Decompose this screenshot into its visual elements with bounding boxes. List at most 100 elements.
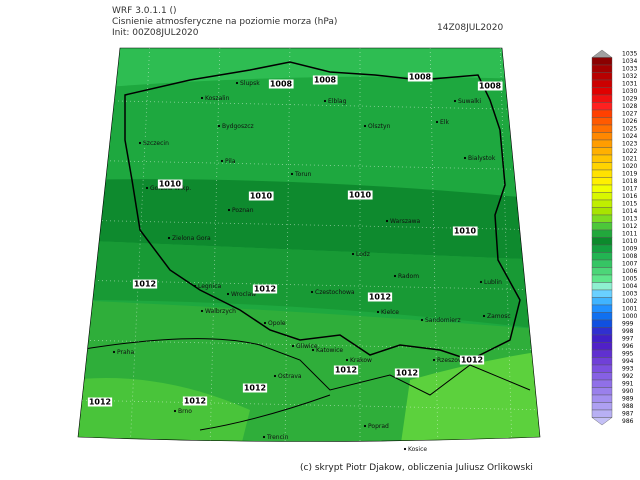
colorbar-label: 1004 — [622, 283, 637, 290]
colorbar-label: 1014 — [622, 208, 637, 215]
colorbar-cell — [591, 364, 613, 373]
colorbar-cell — [591, 57, 613, 66]
init: Init: 00Z08JUL2020 — [112, 28, 199, 38]
city-dot — [479, 280, 483, 284]
colorbar-cell — [591, 319, 613, 328]
city-dot — [482, 314, 486, 318]
isobar-label-bg — [132, 279, 158, 289]
colorbar-label: 1030 — [622, 88, 637, 95]
isobar-label: 1012 — [396, 369, 418, 378]
colorbar-cell — [591, 169, 613, 178]
city-dot — [420, 318, 424, 322]
colorbar-cell — [591, 207, 613, 216]
colorbar-cell — [591, 349, 613, 358]
colorbar-label: 1031 — [622, 80, 637, 87]
isobar-label: 1008 — [314, 76, 337, 85]
city: Praha — [117, 349, 134, 356]
city: Brno — [178, 408, 192, 415]
colorbar-cell — [591, 387, 613, 396]
colorbar-cell — [591, 132, 613, 141]
colorbar-label: 994 — [622, 358, 634, 365]
city-dot — [235, 81, 239, 85]
city-dot — [227, 208, 231, 212]
colorbar-label: 991 — [622, 380, 634, 387]
colorbar-label: 1019 — [622, 170, 637, 177]
city: Legnica — [198, 283, 222, 290]
colorbar-cell — [591, 79, 613, 88]
colorbar-label: 1007 — [622, 260, 637, 267]
city-dot — [310, 290, 314, 294]
valid-time: 14Z08JUL2020 — [437, 23, 504, 33]
isobar-label: 1008 — [270, 80, 293, 89]
isobar-label-bg — [182, 396, 208, 406]
colorbar-label: 1025 — [622, 125, 637, 132]
isobar-label: 1012 — [134, 280, 156, 289]
isobar-label: 1012 — [461, 356, 483, 365]
colorbar-label: 986 — [622, 418, 634, 425]
city-dot — [220, 159, 224, 163]
colorbar-cell — [591, 357, 613, 366]
colorbar-label: 1035 — [622, 50, 637, 57]
city: Sandomierz — [425, 317, 461, 324]
colorbar-label: 1010 — [622, 238, 637, 245]
colorbar-label: 1006 — [622, 268, 637, 275]
isobar-label: 1008 — [409, 73, 432, 82]
colorbar-label: 993 — [622, 365, 634, 372]
city: Rzeszow — [437, 357, 463, 364]
isobar-label-bg — [248, 191, 274, 201]
colorbar-label: 1020 — [622, 163, 637, 170]
city-dot — [351, 252, 355, 256]
city-dot — [217, 124, 221, 128]
colorbar-label: 1029 — [622, 95, 637, 102]
colorbar-label: 1002 — [622, 298, 637, 305]
colorbar-cell — [591, 192, 613, 201]
colorbar-cell — [591, 409, 613, 418]
city: Torun — [294, 171, 312, 178]
colorbar-cell — [591, 87, 613, 96]
city-dot — [167, 236, 171, 240]
isobar-label: 1008 — [479, 82, 502, 91]
city: Zielona Gora — [172, 235, 211, 242]
colorbar-label: 1023 — [622, 140, 637, 147]
colorbar-label: 1001 — [622, 305, 637, 312]
colorbar-label: 997 — [622, 335, 634, 342]
isobar-label: 1010 — [159, 180, 182, 189]
city-dot — [173, 409, 177, 413]
colorbar-cell — [591, 72, 613, 81]
colorbar-label: 999 — [622, 320, 634, 327]
colorbar-cell — [591, 184, 613, 193]
colorbar-cell — [591, 372, 613, 381]
city: Walbrzych — [205, 308, 236, 315]
model: WRF 3.0.1.1 () — [112, 6, 177, 16]
colorbar-label: 1027 — [622, 110, 637, 117]
city-dot — [193, 284, 197, 288]
colorbar-label: 1013 — [622, 215, 637, 222]
city: Szczecin — [143, 140, 169, 147]
colorbar-label: 996 — [622, 343, 634, 350]
colorbar-cell — [591, 162, 613, 171]
colorbar-label: 1017 — [622, 185, 637, 192]
colorbar-cell — [591, 139, 613, 148]
colorbar-label: 1016 — [622, 193, 637, 200]
colorbar-label: 1018 — [622, 178, 637, 185]
city-dot — [138, 141, 142, 145]
city: Trencin — [266, 434, 289, 441]
colorbar-cell — [591, 94, 613, 103]
isobar-label-bg — [242, 383, 268, 393]
isobar-label-bg — [347, 190, 373, 200]
city: Wroclaw — [231, 291, 256, 298]
isobar-label: 1010 — [349, 191, 372, 200]
city: Kielce — [381, 309, 399, 316]
colorbar-cell — [591, 342, 613, 351]
colorbar-label: 1008 — [622, 253, 637, 260]
colorbar-cell — [591, 214, 613, 223]
colorbar-cell — [591, 289, 613, 298]
isobar-labels: 1008 1008 1008 1008 1010 1010 1010 1010 … — [87, 72, 503, 407]
isobar-label-bg — [367, 292, 393, 302]
colorbar-cell — [591, 312, 613, 321]
footer: (c) skrypt Piotr Djakow, obliczenia Juli… — [300, 463, 533, 473]
city: Slupsk — [240, 80, 260, 87]
colorbar-cell — [591, 64, 613, 73]
colorbar-cell — [591, 252, 613, 261]
